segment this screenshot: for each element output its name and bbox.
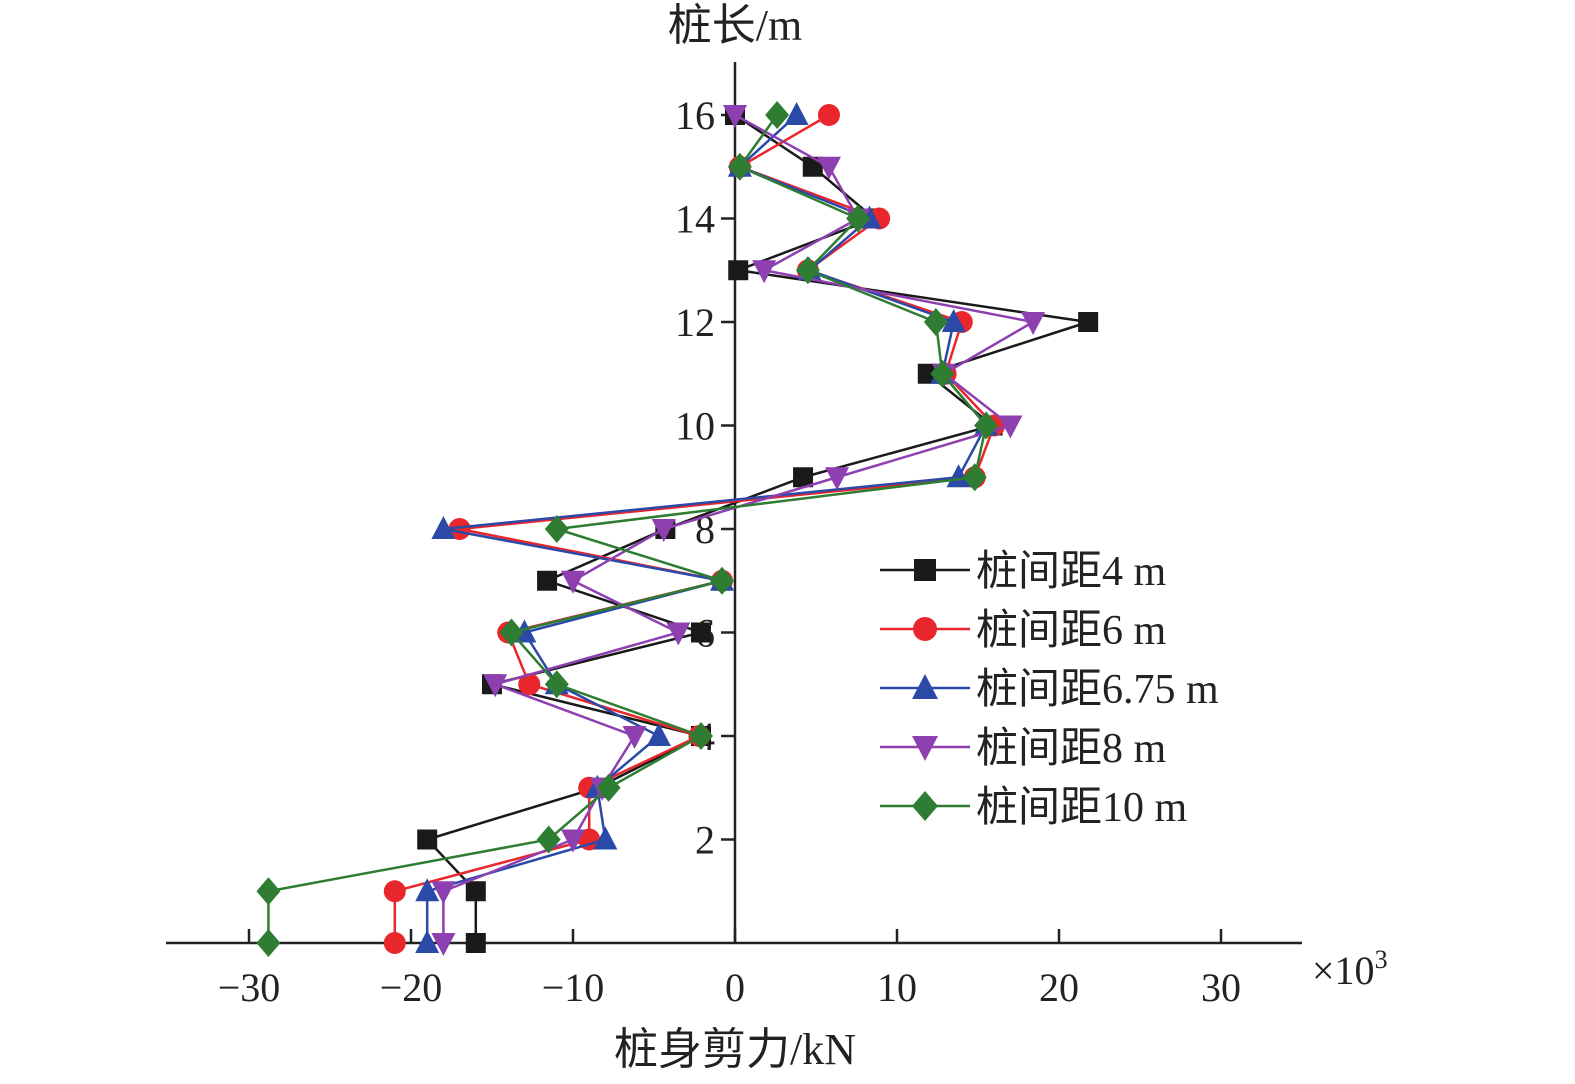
x-ticks: −30 −20 −10 0 10 20 30 (218, 929, 1241, 1010)
data-point (465, 881, 486, 902)
y-tick-label: 14 (675, 197, 715, 242)
x-axis-multiplier-base: ×10 (1312, 948, 1375, 993)
data-point (383, 880, 406, 903)
data-point (622, 726, 647, 749)
legend-marker (912, 791, 938, 821)
x-axis-title: 桩身剪力/kN (614, 1025, 856, 1074)
data-point (765, 101, 790, 129)
data-point (417, 829, 438, 850)
data-point (537, 570, 558, 591)
data-point (448, 518, 471, 540)
x-tick-label: 10 (877, 965, 917, 1010)
data-point (431, 881, 456, 905)
legend-item: 桩间距6 m (880, 608, 1167, 654)
x-axis-multiplier-exponent: 3 (1375, 945, 1388, 974)
y-tick-label: 10 (675, 404, 715, 449)
legend-item: 桩间距10 m (880, 785, 1188, 831)
data-point (923, 308, 948, 336)
data-point (431, 516, 456, 539)
series-line (442, 113, 1037, 943)
legend-item: 桩间距4 m (880, 549, 1167, 595)
data-point (946, 464, 971, 488)
data-point (256, 877, 281, 906)
data-point (825, 467, 850, 491)
y-tick-label: 12 (675, 300, 715, 345)
data-point (666, 622, 691, 646)
legend-label: 桩间距10 m (976, 785, 1188, 831)
legend-label: 桩间距4 m (976, 549, 1167, 595)
data-point (1078, 312, 1099, 332)
y-tick-label: 16 (675, 93, 715, 138)
data-point (415, 878, 440, 902)
legend-marker (912, 674, 938, 699)
x-tick-label: 30 (1201, 965, 1241, 1010)
data-point (596, 773, 621, 802)
data-point (723, 105, 747, 128)
y-ticks: 246810121416 (675, 93, 735, 863)
data-point (784, 102, 809, 125)
data-point (688, 722, 713, 750)
data-point (536, 825, 561, 854)
legend-marker (914, 559, 936, 581)
legend-marker (912, 736, 938, 761)
data-point (256, 929, 281, 957)
data-point (561, 570, 585, 594)
data-point (846, 204, 871, 233)
data-point (593, 826, 618, 850)
x-axis-multiplier: ×103 (1312, 945, 1388, 993)
legend-label: 桩间距6 m (976, 608, 1167, 654)
data-point (518, 673, 541, 696)
legend-label: 桩间距8 m (976, 726, 1167, 772)
legend-marker (913, 617, 937, 641)
data-point (941, 309, 966, 332)
data-point (793, 467, 814, 488)
data-point (752, 260, 777, 284)
data-point (917, 363, 938, 384)
y-axis-title: 桩长/m (668, 1, 802, 50)
data-point (544, 670, 569, 699)
data-point (646, 723, 671, 746)
x-tick-label: −20 (380, 965, 443, 1010)
x-tick-label: 20 (1039, 965, 1079, 1010)
legend-item: 桩间距6.75 m (880, 667, 1219, 713)
data-point (727, 152, 752, 181)
y-tick-label: 2 (695, 818, 715, 863)
data-point (499, 618, 524, 647)
legend: 桩间距4 m 桩间距6 m 桩间距6.75 m 桩间距8 m 桩间距10 m (880, 549, 1219, 831)
x-tick-label: 0 (725, 965, 745, 1010)
data-point (998, 415, 1023, 439)
data-point (817, 104, 840, 126)
series-5 (256, 101, 999, 957)
series-4 (431, 105, 1046, 956)
data-point (816, 156, 841, 180)
data-point (974, 411, 999, 440)
data-point (1021, 312, 1046, 335)
data-point (962, 463, 987, 492)
data-point (465, 933, 486, 953)
data-point (544, 515, 569, 543)
data-point (690, 622, 711, 643)
series-line (267, 114, 988, 943)
data-point (383, 932, 406, 954)
data-point (795, 256, 820, 285)
legend-item: 桩间距8 m (880, 726, 1167, 772)
x-tick-label: −10 (542, 965, 605, 1010)
data-point (930, 359, 955, 388)
data-point (415, 930, 440, 953)
data-point (561, 829, 585, 853)
data-point (483, 674, 508, 698)
x-tick-label: −30 (218, 965, 281, 1010)
series-layer (256, 101, 1099, 957)
data-point (651, 519, 676, 542)
data-point (431, 933, 456, 956)
data-point (728, 260, 749, 281)
data-point (710, 566, 735, 595)
legend-label: 桩间距6.75 m (976, 667, 1219, 713)
